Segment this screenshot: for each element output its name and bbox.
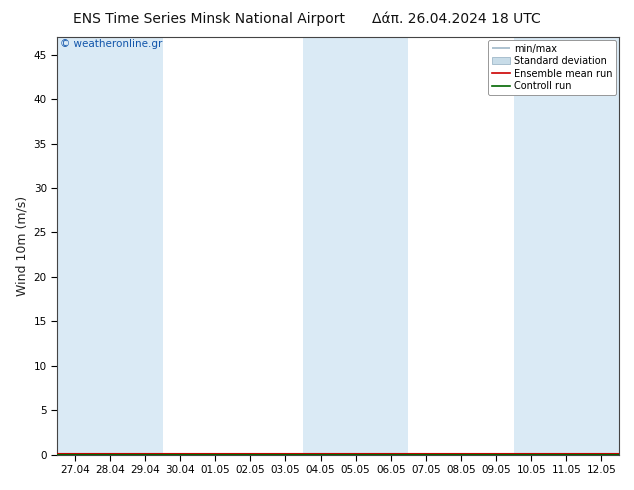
Bar — [93, 37, 162, 455]
Bar — [303, 37, 408, 455]
Bar — [57, 37, 93, 455]
Bar — [514, 37, 619, 455]
Y-axis label: Wind 10m (m/s): Wind 10m (m/s) — [15, 196, 28, 296]
Text: © weatheronline.gr: © weatheronline.gr — [60, 39, 162, 49]
Text: Δάπ. 26.04.2024 18 UTC: Δάπ. 26.04.2024 18 UTC — [372, 12, 541, 26]
Text: ENS Time Series Minsk National Airport: ENS Time Series Minsk National Airport — [73, 12, 346, 26]
Bar — [373, 37, 408, 455]
Legend: min/max, Standard deviation, Ensemble mean run, Controll run: min/max, Standard deviation, Ensemble me… — [488, 40, 616, 95]
